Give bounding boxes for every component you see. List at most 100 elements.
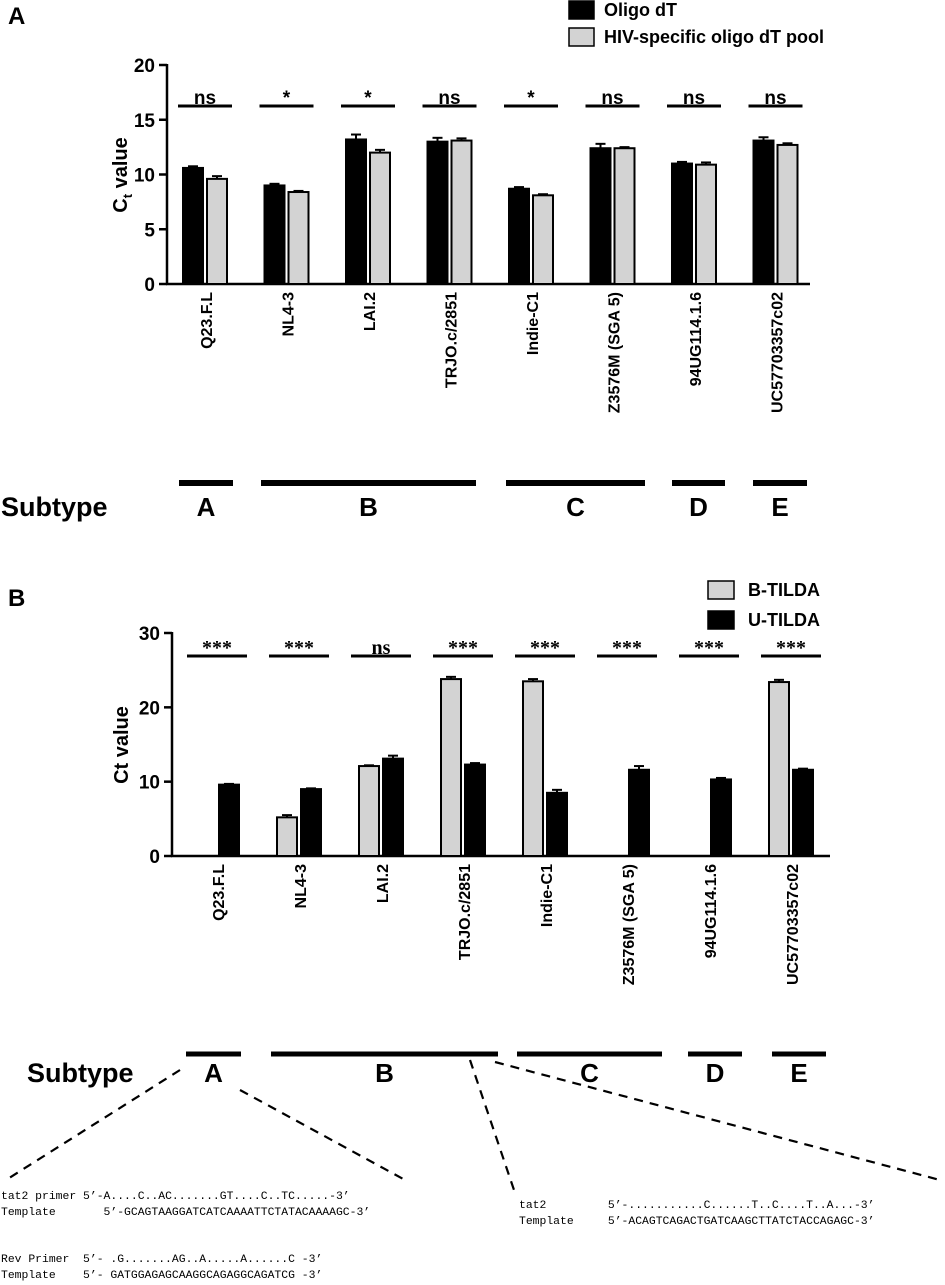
sequence-string: 5’-...........C......T..C....T..A...-3’ [607,1200,875,1212]
category-label: 94UG114.1.6 [688,292,705,386]
significance-markers: *** *** ns *** *** *** *** *** [187,637,821,659]
bar [345,138,367,285]
significance-label: *** [448,637,478,659]
category-label: Z3576M (SGA 5) [607,292,624,413]
significance-label: * [364,88,372,109]
y-tick-label: 10 [139,773,160,794]
category-label: UC57703357c02 [770,292,787,413]
category-label: 94UG114.1.6 [703,864,720,958]
alignment-subtype-a-rev: Rev Primer 5’- .G.......AG..A.....A.....… [1,1252,322,1284]
y-tick-label: 0 [144,275,155,296]
significance-label: ns [764,88,786,109]
category-label: TRJO.c/2851 [444,292,461,388]
bar [710,778,732,857]
y-tick-label: 20 [134,56,155,77]
y-axis-label: Ct value [111,706,133,784]
sequence-label: tat2 [519,1200,547,1212]
category-label: Indie-C1 [525,292,542,355]
bars [182,133,799,286]
significance-label: ns [601,88,623,109]
bar [263,184,286,285]
bar [695,163,717,286]
y-tick-label: 5 [144,220,155,241]
legend-label: B-TILDA [748,580,820,600]
legend-swatch-b-tilda [707,580,735,600]
category-label: NL4-3 [293,864,310,909]
y-tick-label: 15 [134,111,156,132]
sequence-string: 5’- GATGGAGAGCAAGGCAGAGGCAGATCG -3’ [83,1270,323,1282]
bar [426,140,449,285]
sequence-label: tat2 primer [1,1191,77,1203]
sequence-label: Template [1,1207,56,1219]
significance-label: *** [284,637,314,659]
y-tick-label: 10 [134,166,155,187]
subtype-letter: E [771,492,788,522]
subtype-letter: B [359,492,378,522]
subtype-letter: E [790,1058,807,1088]
subtype-letter: B [375,1058,394,1088]
bar [464,763,486,858]
callout-line [494,1060,941,1182]
legend-label: HIV-specific oligo dT pool [604,27,824,47]
significance-markers: ns * * ns * ns ns ns [178,88,803,109]
sequence-label: Rev Primer [1,1254,70,1266]
panel-letter: A [8,3,25,30]
subtype-letter: C [566,492,585,522]
bar [382,757,404,858]
callout-line [239,1089,406,1181]
panel-letter: B [8,585,25,612]
y-tick-label: 20 [139,698,160,719]
sequence-string: 5’-A....C..AC.......GT....C..TC.....-3’ [83,1191,350,1203]
subtype-letter: D [706,1058,725,1088]
category-labels: Q23.F.L NL4-3 LAI.2 TRJO.c/2851 Indie-C1 Z357… [199,292,787,413]
bar [671,162,693,285]
sequence-string: 5’-ACAGTCAGACTGATCAAGCTTATCTACCAGAGC-3’ [607,1216,875,1228]
alignment-subtype-b: tat2 5’-...........C......T..C....T..A..… [519,1198,874,1230]
significance-label: ns [194,88,216,109]
bar [440,678,462,857]
bar [508,187,530,285]
significance-label: * [527,88,535,109]
callout-line [468,1059,516,1191]
bar [206,177,228,286]
subtype-letter: A [204,1058,223,1088]
bar [613,147,636,285]
significance-label: ns [683,88,705,109]
y-axis-label: Ct value [110,137,135,213]
legend-label: Oligo dT [604,0,677,20]
callout-line [5,1069,181,1181]
category-label: LAI.2 [362,292,379,331]
bar [776,143,799,285]
category-label: LAI.2 [375,864,392,903]
bar [768,681,790,857]
bar [589,147,612,285]
bar [276,816,298,858]
subtype-letter: C [580,1058,599,1088]
significance-label: *** [612,637,642,659]
category-label: TRJO.c/2851 [457,864,474,960]
subtype-groups: A B C D E [186,1051,826,1088]
category-label: NL4-3 [281,292,298,337]
sequence-string: 5’- .G.......AG..A.....A......C -3’ [83,1254,323,1266]
bar [287,191,310,286]
bar [182,166,204,285]
subtype-letter: A [197,492,216,522]
legend-swatch-oligo-dt [568,0,595,20]
svg-text:Ct value: Ct value [110,137,135,213]
panel-a: A Oligo dT HIV-specific oligo dT pool Ct… [1,0,824,522]
sequence-label: Template [1,1270,56,1282]
y-tick-label: 0 [149,847,160,868]
bars [218,675,814,858]
category-label: Z3576M (SGA 5) [621,864,638,985]
bar [522,680,544,857]
subtype-letter: D [689,492,708,522]
bar [628,768,650,857]
y-tick-label: 30 [139,624,160,645]
subtype-label: Subtype [27,1058,134,1088]
significance-label: *** [776,637,806,659]
sequence-string: 5’-GCAGTAAGGATCATCAAAATTCTATACAAAAGC-3’ [103,1207,371,1219]
bar [752,139,775,285]
legend: Oligo dT HIV-specific oligo dT pool [568,0,824,47]
svg-text:Ct value: Ct value [111,706,133,784]
